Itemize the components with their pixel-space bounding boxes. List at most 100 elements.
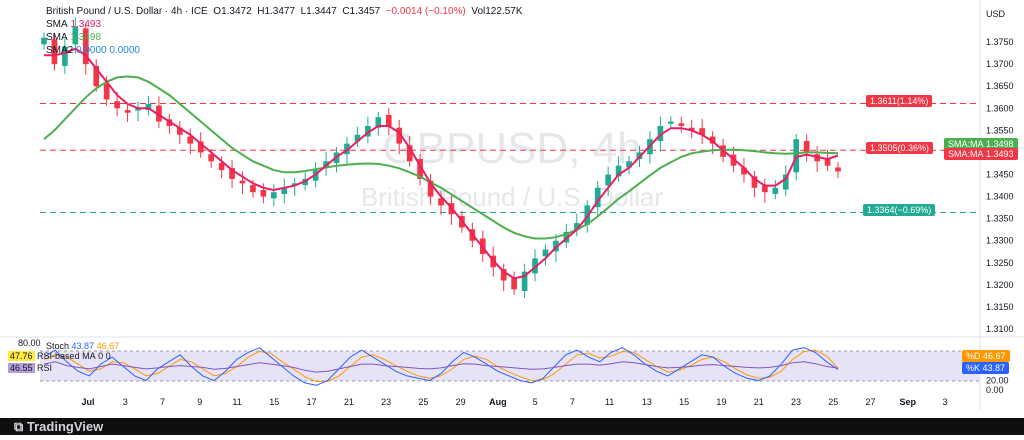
candle-body (197, 141, 204, 153)
candle-body (626, 161, 632, 168)
candle-body (605, 174, 611, 186)
candle-body (187, 136, 194, 144)
time-tick: 11 (605, 397, 614, 407)
candle-body (678, 123, 685, 126)
candle-body (500, 268, 507, 281)
candle-body (271, 192, 277, 199)
candle-body (668, 121, 674, 124)
time-tick: 7 (160, 397, 165, 407)
time-tick: 15 (269, 397, 279, 407)
candle-body (772, 187, 779, 194)
time-tick: 21 (344, 397, 354, 407)
time-tick: 11 (232, 397, 241, 407)
candle-body (250, 185, 256, 193)
tradingview-logo: ⧉ TradingView (14, 419, 104, 434)
candle-body (385, 114, 392, 126)
time-tick: Sep (899, 397, 916, 407)
candle-body (751, 176, 758, 188)
candle-body (72, 26, 79, 45)
time-tick: 25 (418, 397, 428, 407)
candle-body (615, 165, 622, 177)
candle-body (573, 223, 580, 230)
time-tick: 13 (642, 397, 652, 407)
candle-body (542, 249, 549, 257)
candle-body (208, 154, 214, 162)
ma-badge-slow: SMA:MA 1.3498 (944, 138, 1018, 150)
sma-third-legend[interactable]: SMA2 0.0000 0.0000 (46, 45, 140, 56)
candle-body (688, 127, 695, 131)
sma-slow-legend[interactable]: SMA 1.3498 (46, 32, 102, 43)
candle-body (135, 108, 141, 111)
sma-fast-legend[interactable]: SMA 1.3493 (46, 19, 102, 30)
time-tick: 3 (123, 397, 128, 407)
candle-body (709, 136, 716, 144)
candle-body (417, 159, 423, 179)
open-value: O1.3472 (213, 6, 252, 17)
time-tick: 21 (754, 397, 764, 407)
price-tick: 1.3700 (986, 59, 1014, 69)
candle-body (699, 128, 706, 135)
candle-body (741, 167, 747, 175)
price-tick: 1.3100 (986, 324, 1014, 334)
price-tick: 1.3750 (986, 37, 1014, 47)
level-badge-lower: 1.3364(−0.69%) (863, 204, 936, 217)
candle-body (657, 125, 664, 141)
osc-tick: 20.00 (986, 376, 1009, 386)
level-badge-upper: 1.3611(1.14%) (866, 95, 933, 108)
change-value: −0.0014 (−0.10%) (385, 6, 466, 17)
price-tick: 1.3650 (986, 81, 1014, 91)
candle-body (218, 163, 225, 171)
candle-body (176, 127, 183, 135)
stoch-legend[interactable]: Stoch 43.87 46.67 (46, 341, 120, 351)
time-tick: 15 (679, 397, 689, 407)
candle-body (156, 105, 162, 122)
candle-body (82, 28, 89, 65)
candle-body (260, 189, 267, 197)
stoch-k-line (43, 347, 839, 386)
legend-header: British Pound / U.S. Dollar · 4h · ICE O… (46, 5, 523, 18)
rsi-legend[interactable]: 46.55 RSI (8, 363, 53, 373)
candle-body (824, 159, 831, 166)
level-lines (40, 102, 980, 213)
candle-body (365, 125, 371, 137)
time-tick: 7 (570, 397, 575, 407)
footer-bar: ⧉ TradingView (0, 418, 1024, 435)
candle-body (229, 167, 235, 179)
stoch-d-line (43, 349, 839, 382)
osc-tick: 0.00 (986, 385, 1004, 395)
time-tick: 17 (307, 397, 317, 407)
candle-body (239, 180, 246, 184)
candle-body (553, 240, 559, 252)
candle-body (782, 174, 789, 190)
rsi-ma-legend[interactable]: 47.76 RSI-based MA 0 0 (8, 351, 111, 361)
watermark-symbol: GBPUSD, 4h (382, 124, 641, 173)
time-tick: 9 (197, 397, 202, 407)
candle-body (145, 103, 152, 111)
candle-body (281, 187, 288, 194)
time-tick: 23 (381, 397, 391, 407)
price-tick: 1.3250 (986, 258, 1014, 268)
candle-body (835, 167, 841, 172)
candle-body (521, 271, 528, 292)
candle-body (793, 139, 800, 173)
sma-slow-line (43, 75, 839, 240)
price-tick: 1.3150 (986, 302, 1014, 312)
time-tick: 23 (791, 397, 801, 407)
price-tick: 1.3400 (986, 192, 1014, 202)
candle-body (375, 117, 382, 128)
candle-body (93, 65, 100, 87)
candle-body (103, 84, 110, 100)
candle-body (124, 110, 131, 113)
candle-body (51, 39, 58, 65)
stoch-d-badge: %D 46.67 (962, 350, 1010, 362)
volume-value: Vol122.57K (471, 6, 523, 17)
candle-body (803, 140, 810, 153)
close-value: C1.3457 (342, 6, 381, 17)
time-tick: 3 (942, 397, 947, 407)
level-badge-mid: 1.3505(0.36%) (866, 142, 934, 155)
time-tick: Jul (81, 397, 94, 407)
time-tick: 19 (716, 397, 726, 407)
symbol-title: British Pound / U.S. Dollar · 4h · ICE (46, 6, 208, 17)
